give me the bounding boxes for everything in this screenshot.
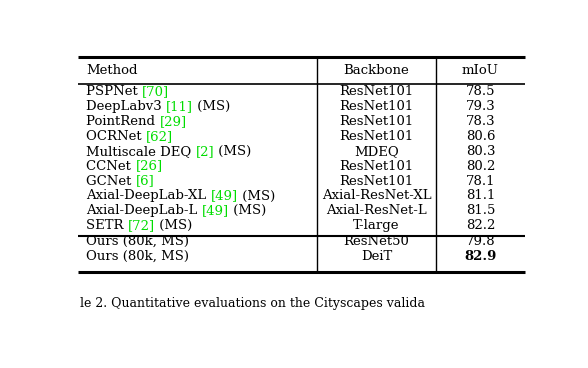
Text: [6]: [6]: [136, 174, 155, 188]
Text: 79.3: 79.3: [466, 100, 495, 113]
Text: [49]: [49]: [211, 190, 238, 202]
Text: (MS): (MS): [229, 205, 266, 217]
Text: ResNet101: ResNet101: [339, 174, 414, 188]
Text: [70]: [70]: [142, 85, 169, 98]
Text: mIoU: mIoU: [462, 64, 499, 77]
Text: Ours (80k, MS): Ours (80k, MS): [86, 235, 189, 248]
Text: Multiscale DEQ: Multiscale DEQ: [86, 145, 196, 158]
Text: Axial-DeepLab-XL: Axial-DeepLab-XL: [86, 190, 211, 202]
Text: (MS): (MS): [238, 190, 275, 202]
Text: [29]: [29]: [159, 115, 186, 128]
Text: 82.2: 82.2: [466, 219, 495, 233]
Text: 78.3: 78.3: [466, 115, 495, 128]
Text: (MS): (MS): [215, 145, 252, 158]
Text: Axial-DeepLab-L: Axial-DeepLab-L: [86, 205, 202, 217]
Text: 81.5: 81.5: [466, 205, 495, 217]
Text: DeiT: DeiT: [361, 250, 392, 263]
Text: SETR: SETR: [86, 219, 128, 233]
Text: CCNet: CCNet: [86, 160, 135, 173]
Text: [62]: [62]: [146, 130, 173, 143]
Text: GCNet: GCNet: [86, 174, 136, 188]
Text: 80.3: 80.3: [466, 145, 495, 158]
Text: ResNet101: ResNet101: [339, 115, 414, 128]
Text: [26]: [26]: [135, 160, 162, 173]
Text: [11]: [11]: [166, 100, 193, 113]
Text: Ours (80k, MS): Ours (80k, MS): [86, 250, 189, 263]
Text: 82.9: 82.9: [465, 250, 497, 263]
Text: [72]: [72]: [128, 219, 155, 233]
Text: Axial-ResNet-L: Axial-ResNet-L: [326, 205, 427, 217]
Text: ResNet101: ResNet101: [339, 85, 414, 98]
Text: MDEQ: MDEQ: [354, 145, 399, 158]
Text: ResNet101: ResNet101: [339, 160, 414, 173]
Text: 78.1: 78.1: [466, 174, 495, 188]
Text: 79.8: 79.8: [466, 235, 495, 248]
Text: DeepLabv3: DeepLabv3: [86, 100, 166, 113]
Text: [49]: [49]: [202, 205, 229, 217]
Text: ResNet50: ResNet50: [343, 235, 409, 248]
Text: OCRNet: OCRNet: [86, 130, 146, 143]
Text: ResNet101: ResNet101: [339, 100, 414, 113]
Text: 78.5: 78.5: [466, 85, 495, 98]
Text: Axial-ResNet-XL: Axial-ResNet-XL: [322, 190, 432, 202]
Text: (MS): (MS): [155, 219, 192, 233]
Text: [2]: [2]: [196, 145, 215, 158]
Text: 80.6: 80.6: [466, 130, 495, 143]
Text: PointRend: PointRend: [86, 115, 159, 128]
Text: 81.1: 81.1: [466, 190, 495, 202]
Text: Backbone: Backbone: [343, 64, 409, 77]
Text: ResNet101: ResNet101: [339, 130, 414, 143]
Text: 80.2: 80.2: [466, 160, 495, 173]
Text: (MS): (MS): [193, 100, 230, 113]
Text: Method: Method: [86, 64, 138, 77]
Text: T-large: T-large: [353, 219, 400, 233]
Text: PSPNet: PSPNet: [86, 85, 142, 98]
Text: le 2. Quantitative evaluations on the Cityscapes valida: le 2. Quantitative evaluations on the Ci…: [81, 297, 425, 310]
